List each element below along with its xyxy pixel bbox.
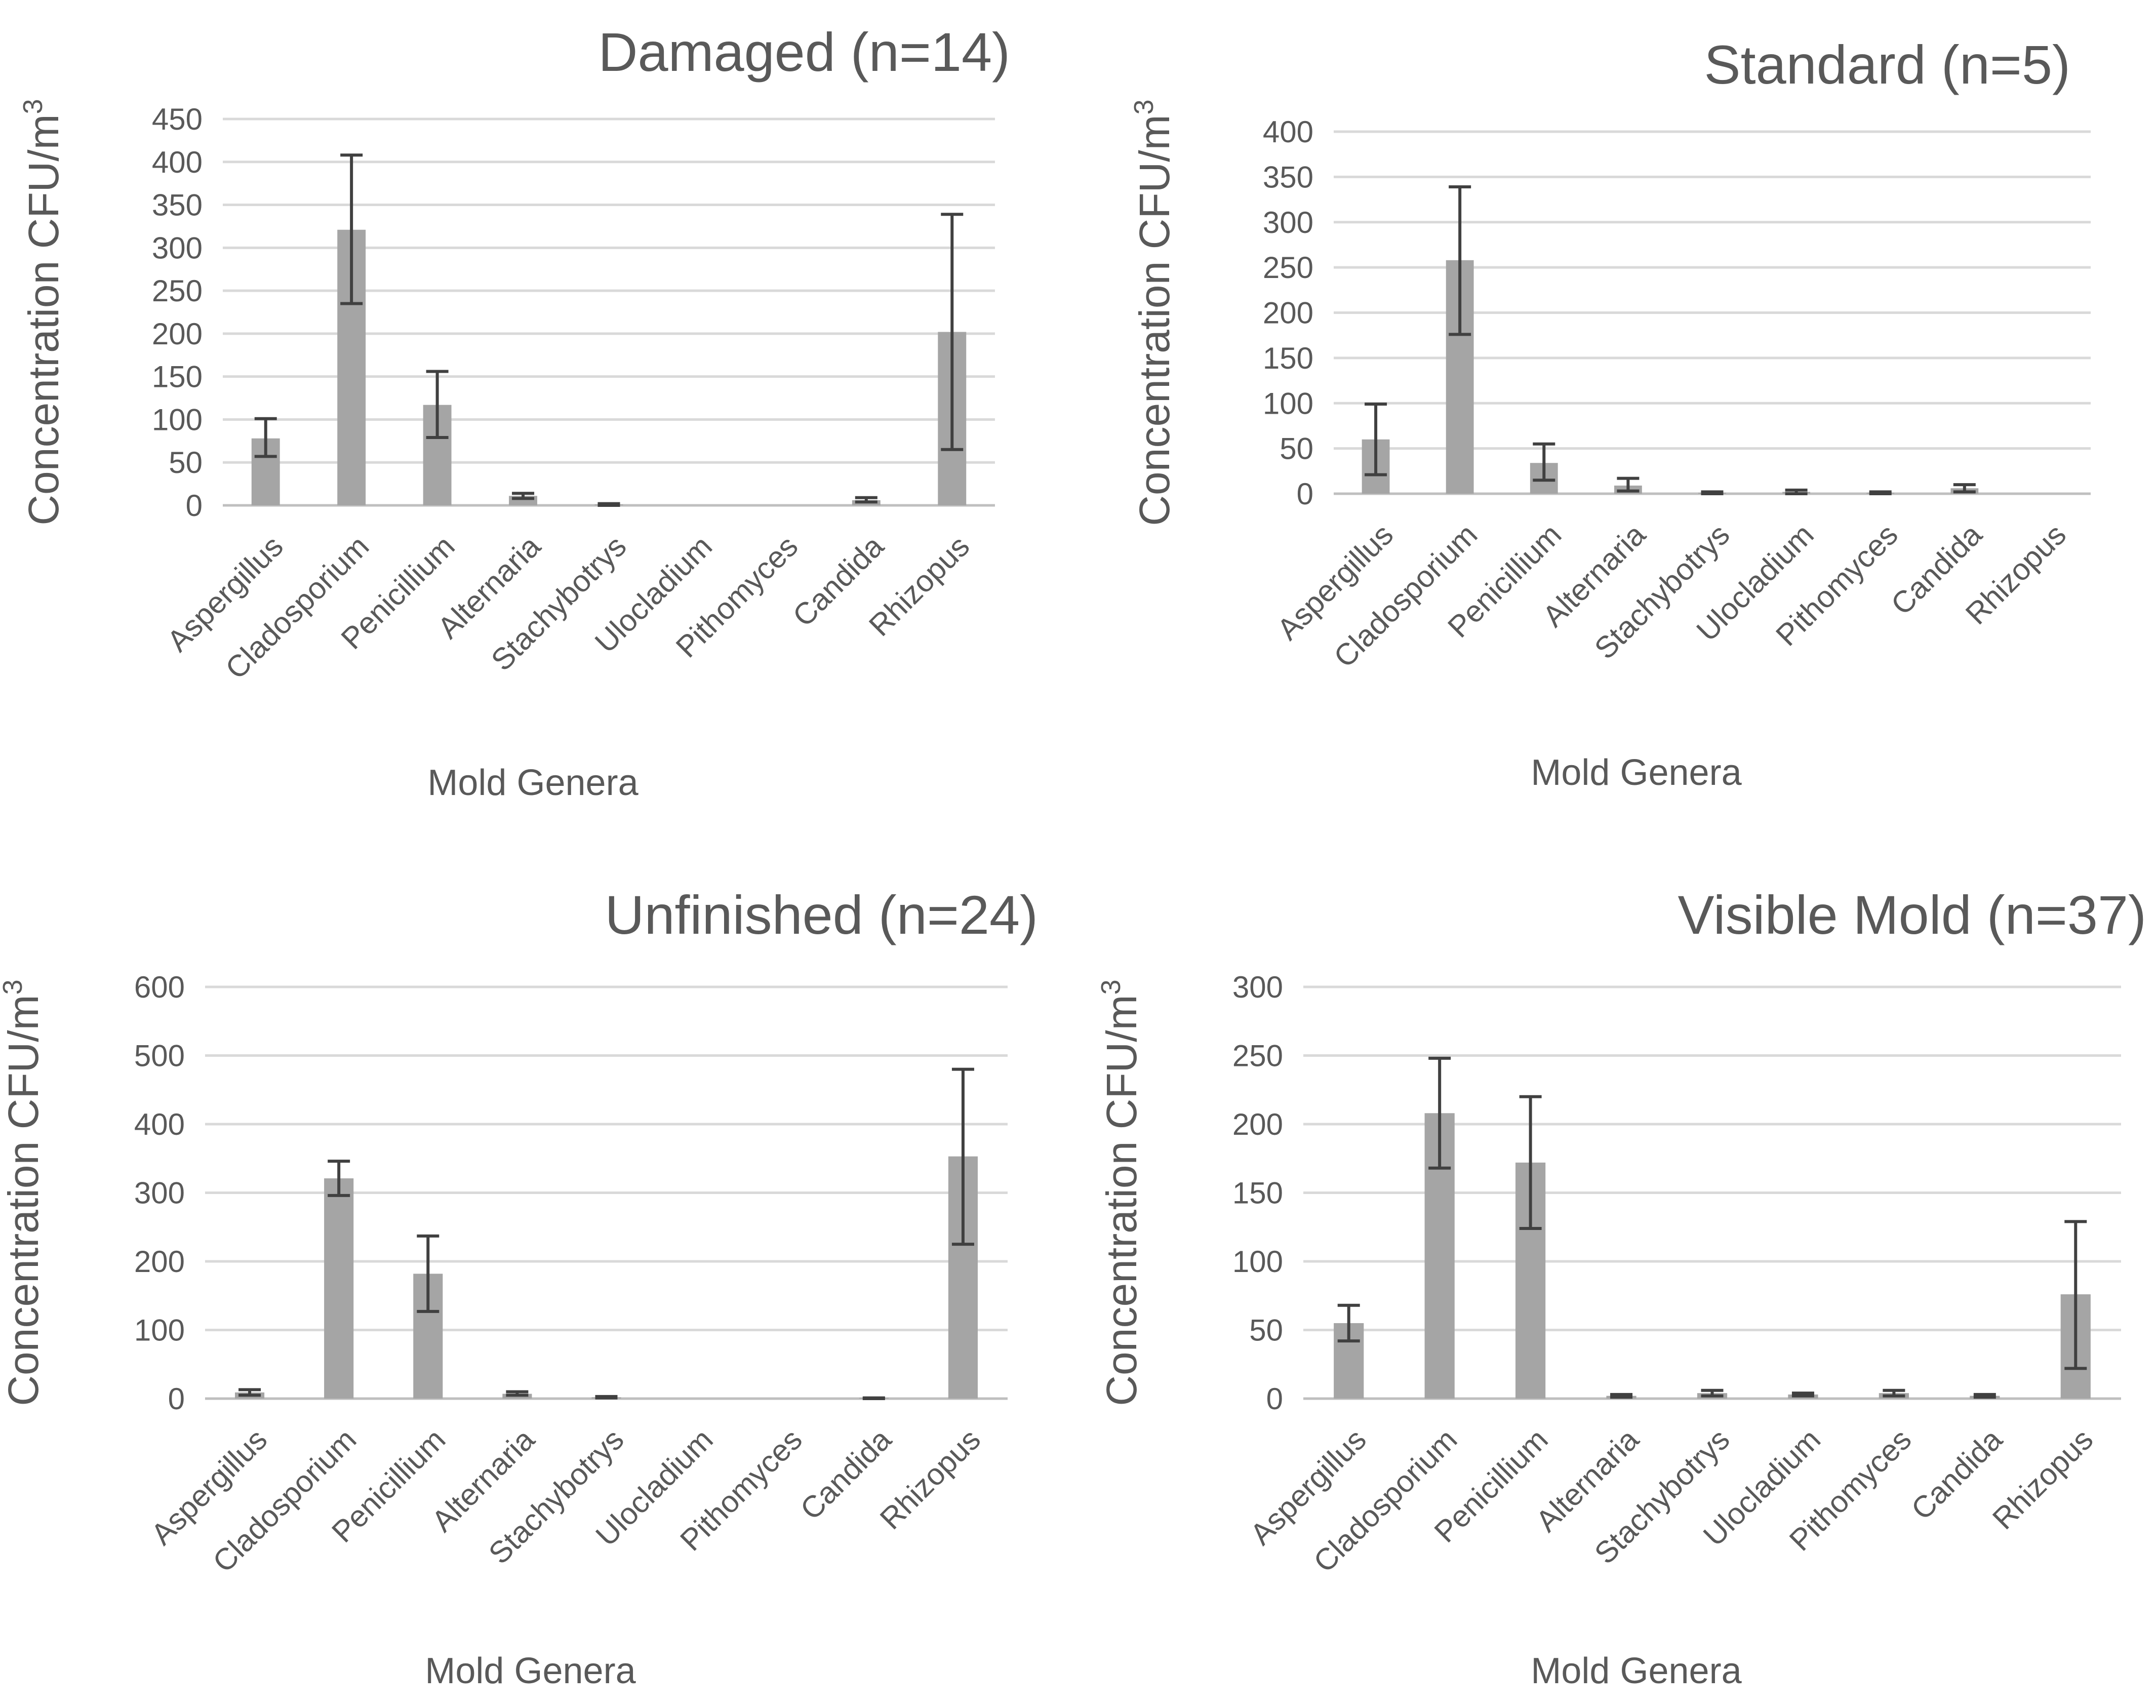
y-tick-label: 300 bbox=[152, 231, 203, 265]
error-bar-cladosporium bbox=[1428, 1056, 1451, 1170]
y-tick-label: 0 bbox=[1297, 477, 1313, 511]
error-bar-penicillium bbox=[426, 370, 449, 440]
y-tick-label: 300 bbox=[1263, 206, 1313, 240]
chart-panel-standard: Standard (n=5) 0 50 100 150 200 250 300 350 400 As… bbox=[1078, 0, 2156, 853]
chart-panel-unfinished: Unfinished (n=24) 0 100 200 300 400 500 600 Aspe… bbox=[0, 853, 1078, 1705]
chart-svg: Damaged (n=14) 0 50 100 150 200 250 300 350 400 45… bbox=[18, 21, 1010, 803]
error-bar-rhizopus bbox=[941, 213, 964, 451]
y-tick-label: 150 bbox=[1263, 341, 1313, 375]
error-bar-candida bbox=[1953, 483, 1976, 494]
chart-title: Unfinished (n=24) bbox=[605, 884, 1038, 945]
y-tick-label: 250 bbox=[1232, 1039, 1283, 1073]
x-axis-title: Mold Genera bbox=[1531, 1651, 1742, 1691]
y-tick-label: 0 bbox=[186, 489, 203, 523]
y-tick-label: 300 bbox=[1232, 970, 1283, 1004]
y-tick-label: 400 bbox=[152, 145, 203, 179]
y-tick-label: 200 bbox=[152, 317, 203, 351]
error-bar-aspergillus bbox=[254, 417, 277, 458]
y-tick-label: 200 bbox=[1263, 296, 1313, 330]
y-tick-label: 100 bbox=[1263, 386, 1313, 420]
error-bar-aspergillus bbox=[1337, 1303, 1360, 1343]
chart-svg: Unfinished (n=24)0100200300400500600Aspe… bbox=[0, 884, 1038, 1691]
y-tick-label: 150 bbox=[1232, 1176, 1283, 1210]
error-bar-rhizopus bbox=[2064, 1220, 2087, 1370]
y-tick-label: 400 bbox=[1263, 115, 1313, 149]
error-bar-candida bbox=[862, 1396, 885, 1400]
error-bar-alternaria bbox=[512, 492, 535, 500]
y-tick-label: 50 bbox=[1249, 1314, 1283, 1347]
error-bar-pithomyces bbox=[1883, 1388, 1905, 1398]
error-bar-stachybotrys bbox=[1701, 490, 1724, 495]
y-tick-label: 350 bbox=[1263, 160, 1313, 194]
chart-svg: Visible Mold (n=37)050100150200250300Asp… bbox=[1096, 884, 2147, 1691]
error-bar-aspergillus bbox=[238, 1388, 261, 1397]
y-tick-label: 400 bbox=[134, 1107, 185, 1141]
error-bar-penicillium bbox=[1519, 1095, 1542, 1230]
error-bar-alternaria bbox=[506, 1390, 529, 1397]
y-axis-title: Concentration CFU/m3 bbox=[1096, 979, 1145, 1406]
y-tick-label: 0 bbox=[1266, 1382, 1283, 1416]
y-tick-label: 0 bbox=[168, 1382, 185, 1416]
error-bar-aspergillus bbox=[1365, 403, 1387, 476]
error-bar-candida bbox=[855, 496, 877, 504]
y-tick-label: 500 bbox=[134, 1039, 185, 1073]
error-bar-penicillium bbox=[1533, 442, 1555, 482]
error-bar-cladosporium bbox=[328, 1160, 350, 1197]
error-bar-stachybotrys bbox=[595, 1395, 618, 1400]
chart-title: Damaged (n=14) bbox=[598, 21, 1010, 83]
y-axis-title: Concentration CFU/m3 bbox=[0, 979, 47, 1406]
y-tick-label: 200 bbox=[134, 1245, 185, 1279]
error-bar-alternaria bbox=[1617, 476, 1640, 493]
y-tick-label: 600 bbox=[134, 970, 185, 1004]
x-tick-label: Cladosporium bbox=[1327, 518, 1484, 674]
chart-title: Standard (n=5) bbox=[1704, 34, 2070, 95]
y-tick-label: 350 bbox=[152, 188, 203, 222]
y-tick-label: 100 bbox=[152, 403, 203, 436]
error-bar-cladosporium bbox=[340, 153, 363, 305]
y-tick-label: 200 bbox=[1232, 1107, 1283, 1141]
y-tick-label: 250 bbox=[152, 274, 203, 308]
y-tick-label: 300 bbox=[134, 1176, 185, 1210]
chart-panel-visible-mold: Visible Mold (n=37) 0 50 100 150 200 250 300 Asp… bbox=[1078, 853, 2156, 1705]
error-bar-stachybotrys bbox=[1701, 1388, 1724, 1398]
chart-panel-damaged: Damaged (n=14) 0 50 100 150 200 250 300 350 400 45… bbox=[0, 0, 1078, 853]
chart-svg: Standard (n=5)050100150200250300350400As… bbox=[1129, 34, 2091, 793]
error-bar-ulocladium bbox=[1791, 1392, 1814, 1398]
x-axis-title: Mold Genera bbox=[427, 763, 638, 803]
x-tick-label: Rhizopus bbox=[1986, 1422, 2099, 1536]
error-bar-pithomyces bbox=[1869, 490, 1892, 495]
y-tick-label: 250 bbox=[1263, 251, 1313, 285]
chart-title: Visible Mold (n=37) bbox=[1678, 884, 2147, 945]
error-bar-penicillium bbox=[417, 1234, 440, 1313]
error-bar-ulocladium bbox=[1785, 488, 1808, 495]
error-bar-rhizopus bbox=[951, 1067, 974, 1246]
bar-cladosporium bbox=[324, 1178, 354, 1399]
y-tick-label: 50 bbox=[1280, 432, 1313, 466]
y-tick-label: 50 bbox=[169, 446, 203, 480]
x-axis-title: Mold Genera bbox=[1531, 752, 1742, 793]
y-tick-label: 100 bbox=[134, 1314, 185, 1347]
y-tick-label: 450 bbox=[152, 102, 203, 136]
error-bar-candida bbox=[1973, 1393, 1996, 1399]
y-tick-label: 100 bbox=[1232, 1245, 1283, 1279]
y-axis-title: Concentration CFU/m3 bbox=[1129, 99, 1178, 526]
error-bar-stachybotrys bbox=[597, 502, 620, 507]
x-axis-title: Mold Genera bbox=[425, 1651, 636, 1691]
y-axis-title: Concentration CFU/m3 bbox=[18, 99, 67, 525]
y-tick-label: 150 bbox=[152, 360, 203, 394]
error-bar-cladosporium bbox=[1449, 185, 1471, 336]
error-bar-alternaria bbox=[1610, 1393, 1633, 1399]
